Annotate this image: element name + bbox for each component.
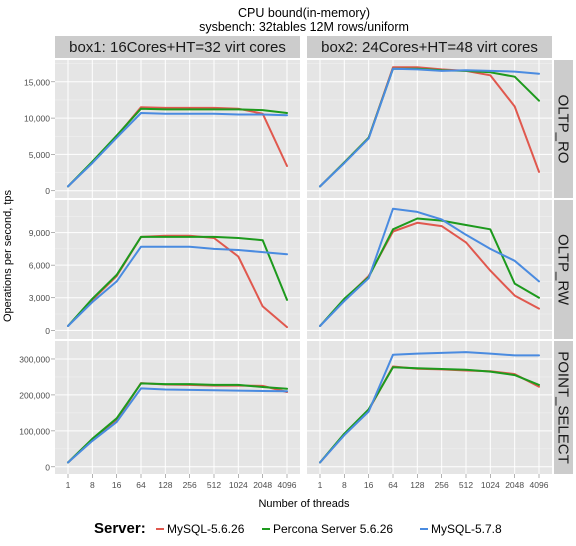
y-tick-label: 0 — [45, 326, 50, 336]
x-tick-label: 8 — [90, 480, 95, 490]
panel — [55, 200, 300, 339]
row-strip — [554, 200, 573, 339]
row-strip — [554, 60, 573, 198]
x-tick-label: 2048 — [505, 480, 524, 490]
panel — [307, 200, 552, 339]
chart-subtitle: sysbench: 32tables 12M rows/uniform — [199, 20, 409, 34]
x-tick-label: 512 — [459, 480, 473, 490]
facet-grid: OLTP_RO 0 5,000 10,000 15,000 box1: 16Cores+H… — [19, 36, 573, 490]
series-line — [67, 235, 288, 327]
row-strip — [554, 341, 573, 474]
y-tick-label: 300,000 — [19, 354, 50, 364]
y-tick-label: 9,000 — [29, 228, 51, 238]
column-strip — [307, 36, 552, 58]
x-tick-label: 64 — [388, 480, 398, 490]
y-tick-label: 100,000 — [19, 426, 50, 436]
panel-background — [307, 60, 552, 198]
column-strip — [55, 36, 300, 58]
legend-label: MySQL-5.7.8 — [431, 522, 502, 536]
x-tick-label: 64 — [136, 480, 146, 490]
x-tick-label: 8 — [342, 480, 347, 490]
panel-background — [307, 200, 552, 339]
panel — [55, 60, 300, 198]
x-tick-label: 1024 — [229, 480, 248, 490]
x-tick-label: 512 — [207, 480, 221, 490]
y-tick-label: 0 — [45, 186, 50, 196]
legend: Server: MySQL-5.6.26 Percona Server 5.6.2… — [94, 520, 502, 537]
panel-background — [55, 200, 300, 339]
series-line — [319, 351, 540, 464]
panel-background — [55, 60, 300, 198]
panel-background — [307, 341, 552, 474]
y-tick-label: 10,000 — [24, 114, 50, 124]
series-line — [67, 387, 288, 464]
x-tick-label: 1 — [66, 480, 71, 490]
panel — [55, 341, 300, 474]
y-axis-label: Operations per second, tps — [2, 189, 14, 322]
panel — [307, 341, 552, 474]
series-line — [319, 207, 540, 327]
panel-background — [55, 341, 300, 474]
x-tick-label: 16 — [364, 480, 374, 490]
x-tick-label: 1024 — [481, 480, 500, 490]
column-strip-label: box2: 24Cores+HT=48 virt cores — [321, 39, 538, 56]
row-strip-label: OLTP_RO — [555, 95, 572, 164]
x-tick-label: 4096 — [530, 480, 549, 490]
x-tick-label: 16 — [112, 480, 122, 490]
y-tick-label: 6,000 — [29, 261, 51, 271]
series-line — [67, 245, 288, 327]
x-tick-label: 256 — [183, 480, 197, 490]
row-strip-label: POINT_SELECT — [555, 351, 572, 464]
series-line — [67, 112, 288, 188]
y-tick-label: 5,000 — [29, 150, 51, 160]
panel — [307, 60, 552, 198]
y-tick-label: 200,000 — [19, 390, 50, 400]
legend-label: MySQL-5.6.26 — [167, 522, 245, 536]
x-tick-label: 2048 — [253, 480, 272, 490]
x-tick-label: 4096 — [278, 480, 297, 490]
series-line — [67, 382, 288, 464]
x-tick-label: 128 — [158, 480, 172, 490]
row-strip-label: OLTP_RW — [555, 234, 572, 306]
chart-title: CPU bound(in-memory) — [238, 6, 370, 20]
series-line — [319, 67, 540, 188]
y-tick-label: 3,000 — [29, 293, 51, 303]
series-line — [67, 107, 288, 188]
x-tick-label: 1 — [318, 480, 323, 490]
series-line — [319, 366, 540, 464]
legend-label: Percona Server 5.6.26 — [273, 522, 393, 536]
x-axis-label: Number of threads — [258, 498, 350, 510]
legend-title: Server: — [94, 520, 146, 537]
x-tick-label: 256 — [435, 480, 449, 490]
series-line — [319, 217, 540, 327]
column-strip-label: box1: 16Cores+HT=32 virt cores — [69, 39, 286, 56]
y-tick-label: 0 — [45, 462, 50, 472]
y-tick-label: 15,000 — [24, 77, 50, 87]
x-tick-label: 128 — [410, 480, 424, 490]
